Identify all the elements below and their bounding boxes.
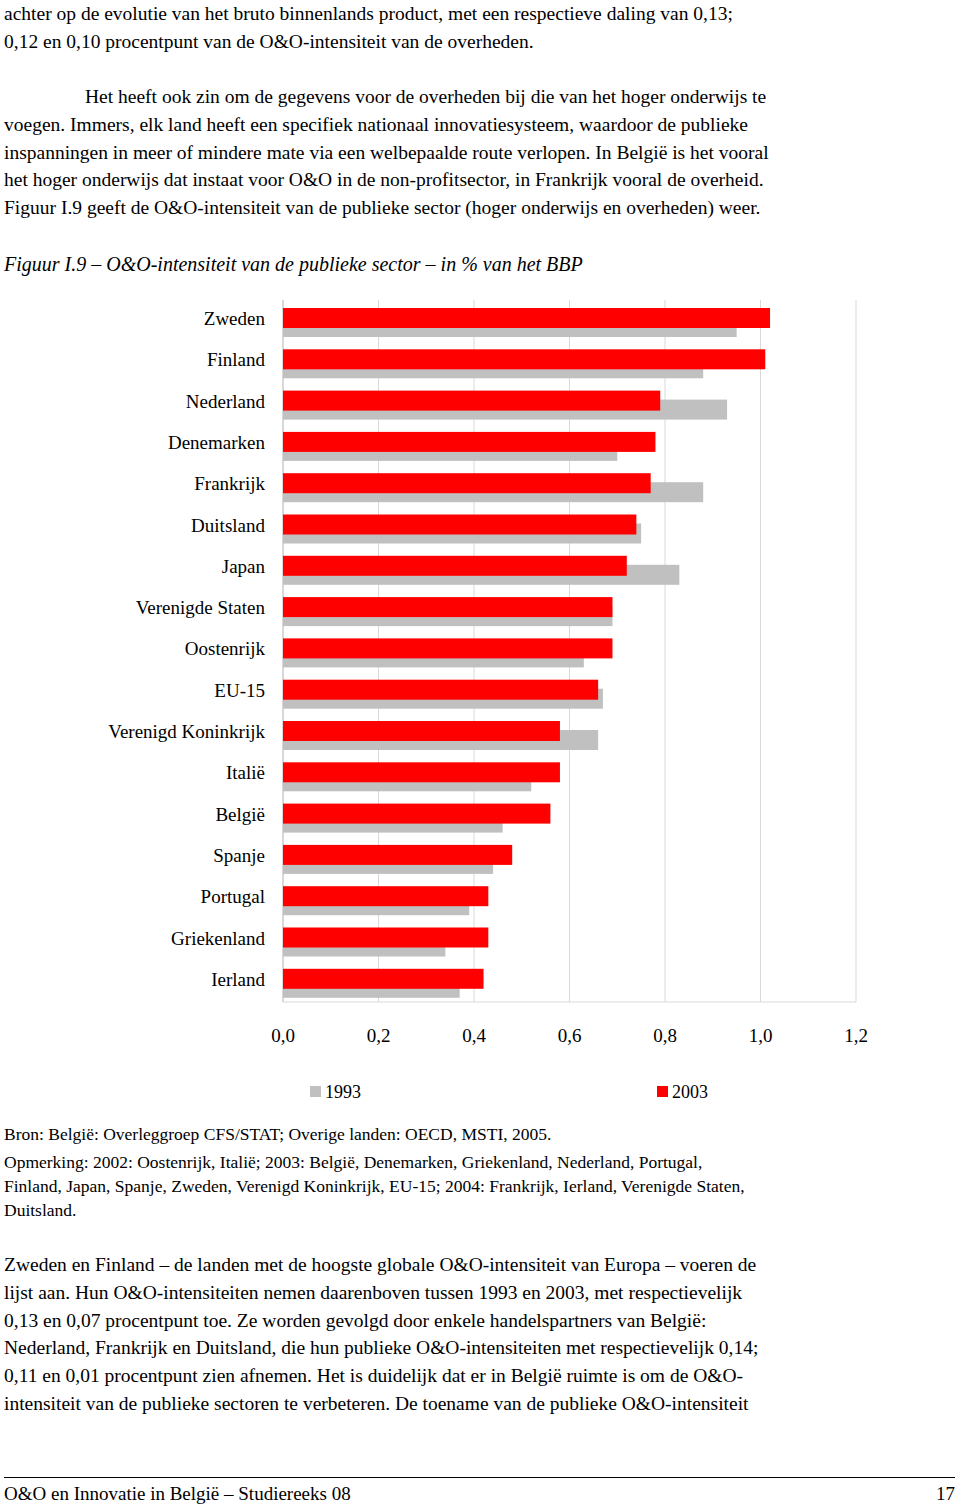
bar <box>283 515 636 535</box>
category-label: Verenigd Koninkrijk <box>108 721 265 742</box>
note-line: Finland, Japan, Spanje, Zweden, Verenigd… <box>4 1174 955 1198</box>
text-line: Nederland, Frankrijk en Duitsland, die h… <box>4 1336 955 1360</box>
bar <box>283 969 484 989</box>
bar <box>283 556 627 576</box>
legend-swatch <box>310 1086 321 1097</box>
text-line: inspanningen in meer of mindere mate via… <box>4 141 955 165</box>
bar <box>283 721 560 741</box>
category-label: Japan <box>222 556 266 577</box>
category-label: Duitsland <box>191 515 265 536</box>
note-line: Duitsland. <box>4 1198 955 1222</box>
bar <box>283 473 651 493</box>
category-label: Denemarken <box>168 432 266 453</box>
axis-line <box>283 1002 856 1003</box>
text-line: Zweden en Finland – de landen met de hoo… <box>4 1253 955 1277</box>
category-label: Finland <box>207 349 266 370</box>
text-line: lijst aan. Hun O&O-intensiteiten nemen d… <box>4 1281 955 1305</box>
legend-swatch <box>657 1086 668 1097</box>
category-label: België <box>215 804 265 825</box>
category-label: Zweden <box>204 308 266 329</box>
category-label: Italië <box>226 762 265 783</box>
category-label: Portugal <box>201 886 265 907</box>
note-line: Opmerking: 2002: Oostenrijk, Italië; 200… <box>4 1150 955 1174</box>
text-line: achter op de evolutie van het bruto binn… <box>4 2 955 26</box>
category-label: Spanje <box>213 845 265 866</box>
text-line: Figuur I.9 geeft de O&O-intensiteit van … <box>4 196 955 220</box>
tick-label: 0,8 <box>653 1025 677 1046</box>
tick-label: 0,0 <box>271 1025 295 1046</box>
grid-line <box>856 300 857 1002</box>
text-line: Het heeft ook zin om de gegevens voor de… <box>85 85 955 109</box>
text-line: 0,13 en 0,07 procentpunt toe. Ze worden … <box>4 1309 955 1333</box>
bar <box>283 391 660 411</box>
bar <box>283 886 488 906</box>
page: {"paragraphs_before": [ {"lines": ["acht… <box>0 0 960 1506</box>
legend-label: 2003 <box>672 1082 708 1102</box>
tick-label: 0,6 <box>558 1025 582 1046</box>
bar <box>283 762 560 782</box>
tick-label: 1,2 <box>844 1025 868 1046</box>
footer-rule <box>4 1477 955 1478</box>
category-label: Frankrijk <box>194 473 265 494</box>
bar <box>283 680 598 700</box>
chart: 0,0 0,2 0,4 0,6 0,8 1,0 1,2 Zweden Finland Nederl… <box>0 0 960 1506</box>
tick-label: 0,4 <box>462 1025 486 1046</box>
text-line: voegen. Immers, elk land heeft een speci… <box>4 113 955 137</box>
bar <box>283 845 512 865</box>
legend-label: 1993 <box>325 1082 361 1102</box>
tick-label: 1,0 <box>749 1025 773 1046</box>
category-label: Nederland <box>186 391 266 412</box>
footer-left: O&O en Innovatie in België – Studiereeks… <box>4 1482 351 1506</box>
source: Bron: België: Overleggroep CFS/STAT; Ove… <box>4 1122 551 1146</box>
bar <box>283 349 765 369</box>
category-label: Griekenland <box>171 928 265 949</box>
category-label: Ierland <box>211 969 265 990</box>
text-line: het hoger onderwijs dat instaat voor O&O… <box>4 168 955 192</box>
bar <box>283 597 612 617</box>
grid-line <box>760 300 761 1002</box>
bar <box>283 928 488 948</box>
bars <box>283 308 770 998</box>
bar <box>283 804 550 824</box>
footer-right: 17 <box>900 1482 955 1506</box>
category-label: EU-15 <box>214 680 265 701</box>
bar <box>283 432 655 452</box>
text-line: 0,11 en 0,01 procentpunt zien afnemen. H… <box>4 1364 955 1388</box>
text-line: intensiteit van de publieke sectoren te … <box>4 1392 955 1416</box>
category-label: Oostenrijk <box>185 638 266 659</box>
bar <box>283 638 612 658</box>
category-label: Verenigde Staten <box>136 597 266 618</box>
tick-label: 0,2 <box>367 1025 391 1046</box>
text-line: 0,12 en 0,10 procentpunt van de O&O-inte… <box>4 30 955 54</box>
figure-title: Figuur I.9 – O&O-intensiteit van de publ… <box>4 252 583 276</box>
bar <box>283 308 770 328</box>
